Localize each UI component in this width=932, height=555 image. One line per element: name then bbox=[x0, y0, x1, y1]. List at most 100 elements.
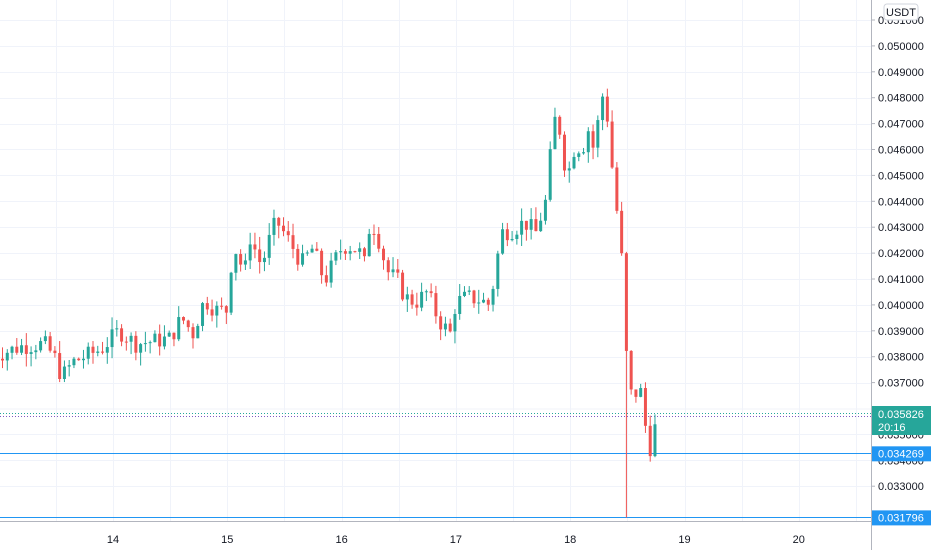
candle-body[interactable] bbox=[162, 336, 166, 347]
candle-body[interactable] bbox=[291, 235, 295, 249]
candle-body[interactable] bbox=[586, 131, 590, 153]
candle-body[interactable] bbox=[424, 291, 428, 293]
candle-body[interactable] bbox=[501, 229, 505, 254]
candle-body[interactable] bbox=[115, 328, 119, 330]
candle-body[interactable] bbox=[248, 244, 252, 261]
candle-body[interactable] bbox=[391, 269, 395, 273]
candle-body[interactable] bbox=[562, 134, 566, 171]
candle-body[interactable] bbox=[510, 239, 514, 241]
candle-body[interactable] bbox=[572, 156, 576, 169]
candle-body[interactable] bbox=[153, 333, 157, 343]
candle-body[interactable] bbox=[382, 248, 386, 261]
price-axis[interactable]: 0.0510000.0500000.0490000.0480000.047000… bbox=[871, 0, 932, 550]
candle-body[interactable] bbox=[215, 305, 219, 316]
candle-body[interactable] bbox=[534, 219, 538, 232]
candle-body[interactable] bbox=[53, 350, 57, 354]
candle-body[interactable] bbox=[577, 153, 581, 157]
candle-body[interactable] bbox=[29, 352, 33, 354]
candle-body[interactable] bbox=[101, 351, 105, 353]
candle-body[interactable] bbox=[591, 131, 595, 148]
candle-body[interactable] bbox=[491, 288, 495, 305]
candle-body[interactable] bbox=[615, 167, 619, 211]
candle-body[interactable] bbox=[348, 251, 352, 254]
candle-body[interactable] bbox=[386, 260, 390, 273]
candle-body[interactable] bbox=[482, 299, 486, 303]
candle-body[interactable] bbox=[124, 341, 128, 343]
candle-body[interactable] bbox=[639, 388, 643, 397]
candle-body[interactable] bbox=[281, 225, 285, 232]
candle-body[interactable] bbox=[77, 358, 81, 361]
candle-body[interactable] bbox=[605, 96, 609, 122]
candle-body[interactable] bbox=[624, 253, 628, 351]
candle-body[interactable] bbox=[243, 260, 247, 265]
candle-body[interactable] bbox=[458, 295, 462, 314]
candle-body[interactable] bbox=[520, 220, 524, 235]
candle-body[interactable] bbox=[258, 249, 262, 263]
candle-body[interactable] bbox=[396, 269, 400, 273]
candle-body[interactable] bbox=[120, 328, 124, 342]
candle-body[interactable] bbox=[596, 120, 600, 148]
candle-body[interactable] bbox=[601, 96, 605, 121]
candle-body[interactable] bbox=[158, 333, 162, 347]
candle-body[interactable] bbox=[1, 358, 5, 361]
candle-body[interactable] bbox=[453, 313, 457, 332]
candle-body[interactable] bbox=[567, 168, 571, 171]
candle-body[interactable] bbox=[105, 347, 109, 353]
candle-body[interactable] bbox=[277, 217, 281, 226]
candle-body[interactable] bbox=[343, 251, 347, 254]
candle-body[interactable] bbox=[372, 233, 376, 235]
candle-body[interactable] bbox=[39, 341, 43, 351]
candle-body[interactable] bbox=[139, 344, 143, 353]
candle-body[interactable] bbox=[262, 257, 266, 263]
candle-body[interactable] bbox=[448, 323, 452, 332]
candle-body[interactable] bbox=[143, 343, 147, 345]
candle-body[interactable] bbox=[34, 350, 38, 353]
candle-body[interactable] bbox=[267, 234, 271, 258]
candle-body[interactable] bbox=[401, 272, 405, 300]
candle-body[interactable] bbox=[477, 302, 481, 304]
candle-body[interactable] bbox=[439, 316, 443, 330]
candle-body[interactable] bbox=[339, 251, 343, 253]
candle-body[interactable] bbox=[434, 293, 438, 317]
candle-body[interactable] bbox=[634, 389, 638, 397]
candle-body[interactable] bbox=[315, 248, 319, 251]
candle-body[interactable] bbox=[253, 244, 257, 250]
candle-body[interactable] bbox=[91, 346, 95, 353]
candle-body[interactable] bbox=[229, 272, 233, 313]
candle-body[interactable] bbox=[472, 290, 476, 304]
candle-body[interactable] bbox=[353, 251, 357, 253]
candle-body[interactable] bbox=[167, 332, 171, 337]
candle-body[interactable] bbox=[72, 358, 76, 366]
candle-body[interactable] bbox=[358, 248, 362, 252]
candle-body[interactable] bbox=[67, 365, 71, 367]
candle-body[interactable] bbox=[648, 425, 652, 457]
candle-body[interactable] bbox=[48, 336, 52, 351]
candle-body[interactable] bbox=[86, 346, 90, 359]
candle-body[interactable] bbox=[496, 253, 500, 289]
candle-body[interactable] bbox=[582, 152, 586, 154]
candle-body[interactable] bbox=[296, 248, 300, 265]
candle-body[interactable] bbox=[486, 299, 490, 305]
candle-body[interactable] bbox=[181, 317, 185, 321]
candle-body[interactable] bbox=[415, 304, 419, 308]
candle-body[interactable] bbox=[58, 353, 62, 379]
candle-body[interactable] bbox=[148, 342, 152, 344]
candle-body[interactable] bbox=[177, 317, 181, 340]
candle-body[interactable] bbox=[96, 351, 100, 353]
candle-body[interactable] bbox=[220, 305, 224, 307]
candle-body[interactable] bbox=[643, 388, 647, 426]
candle-body[interactable] bbox=[191, 327, 195, 339]
candle-body[interactable] bbox=[548, 149, 552, 200]
candle-body[interactable] bbox=[529, 219, 533, 230]
candle-body[interactable] bbox=[553, 116, 557, 150]
candle-body[interactable] bbox=[224, 306, 228, 313]
candle-body[interactable] bbox=[129, 335, 133, 342]
candle-body[interactable] bbox=[196, 325, 200, 339]
candle-body[interactable] bbox=[210, 309, 214, 316]
candle-body[interactable] bbox=[329, 260, 333, 283]
candle-body[interactable] bbox=[15, 346, 19, 353]
candle-body[interactable] bbox=[539, 220, 543, 232]
candle-body[interactable] bbox=[620, 210, 624, 254]
candle-body[interactable] bbox=[24, 345, 28, 354]
candle-body[interactable] bbox=[20, 345, 24, 353]
